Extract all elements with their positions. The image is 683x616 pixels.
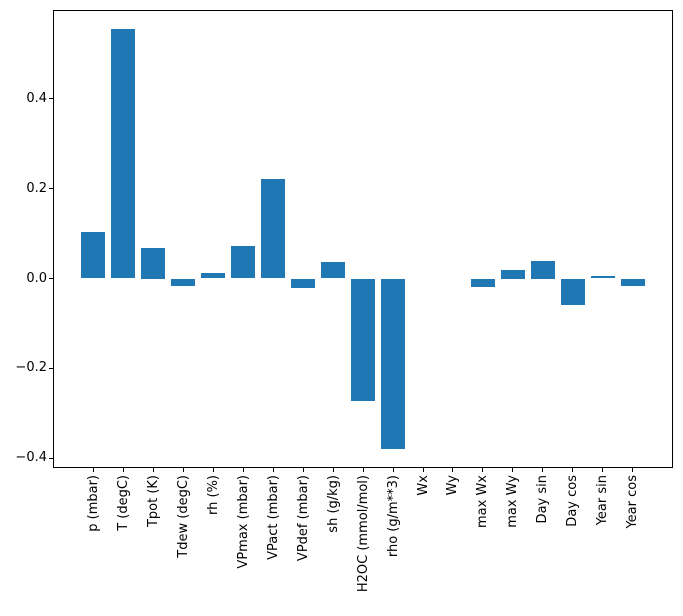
x-tick-mark <box>302 468 304 472</box>
bar-tdew-degc <box>171 278 196 286</box>
bar-day-sin <box>530 261 555 279</box>
x-tick-label-day-cos: Day cos <box>565 475 581 527</box>
x-tick-label-rho-g-m-3: rho (g/m**3) <box>385 475 401 558</box>
x-tick-label-max-wy: max Wy <box>505 475 521 528</box>
x-tick-label-t-degc: T (degC) <box>115 475 131 531</box>
bar-tpot-k <box>141 248 166 279</box>
bar-year-cos <box>620 278 645 287</box>
x-tick-mark <box>572 468 574 472</box>
y-tick-mark <box>49 188 53 190</box>
x-tick-mark <box>212 468 214 472</box>
x-tick-label-vpdef-mbar: VPdef (mbar) <box>295 475 311 562</box>
bar-day-cos <box>560 278 585 306</box>
x-tick-mark <box>122 468 124 472</box>
bar-vpdef-mbar <box>291 278 315 289</box>
bar-rh <box>201 272 226 279</box>
bar-p-mbar <box>81 232 106 279</box>
x-tick-label-vpmax-mbar: VPmax (mbar) <box>235 475 251 569</box>
y-tick-label: −0.4 <box>15 450 47 466</box>
y-tick-mark <box>49 278 53 279</box>
x-tick-mark <box>362 468 364 472</box>
y-tick-label: 0.0 <box>26 270 47 286</box>
bar-sh-g-kg <box>321 262 345 279</box>
x-tick-mark <box>332 468 334 472</box>
x-tick-label-year-cos: Year cos <box>625 475 641 529</box>
y-tick-label: 0.4 <box>26 90 47 106</box>
bar-t-degc <box>111 29 136 279</box>
bar-max-wx <box>470 278 495 287</box>
x-tick-mark <box>152 468 154 472</box>
x-tick-mark <box>542 468 544 472</box>
x-tick-mark <box>182 468 184 472</box>
x-tick-mark <box>602 468 604 472</box>
y-tick-mark <box>49 98 53 100</box>
bar-vpact-mbar <box>261 178 286 279</box>
x-tick-label-tpot-k: Tpot (K) <box>145 475 161 528</box>
x-tick-label-max-wx: max Wx <box>475 475 491 529</box>
x-tick-label-wx: Wx <box>415 475 431 496</box>
x-tick-mark <box>632 468 634 472</box>
y-tick-mark <box>49 367 53 369</box>
x-tick-mark <box>482 468 484 472</box>
x-tick-label-wy: Wy <box>445 475 461 496</box>
x-tick-mark <box>512 468 514 472</box>
x-tick-label-rh: rh (%) <box>205 475 221 515</box>
x-tick-mark <box>242 468 244 472</box>
y-tick-mark <box>49 457 53 459</box>
plot-area <box>53 10 673 468</box>
x-tick-mark <box>272 468 274 472</box>
y-tick-label: 0.2 <box>26 180 47 196</box>
x-tick-mark <box>422 468 424 472</box>
x-tick-label-year-sin: Year sin <box>595 475 611 526</box>
x-tick-label-tdew-degc: Tdew (degC) <box>175 475 191 558</box>
x-tick-label-sh-g-kg: sh (g/kg) <box>325 475 341 533</box>
x-tick-mark <box>392 468 394 472</box>
bar-year-sin <box>590 276 615 279</box>
bar-vpmax-mbar <box>231 245 256 279</box>
x-tick-label-p-mbar: p (mbar) <box>85 475 101 532</box>
x-tick-mark <box>452 468 454 472</box>
bar-rho-g-m-3 <box>381 278 405 449</box>
x-tick-mark <box>92 468 94 472</box>
x-tick-label-vpact-mbar: VPact (mbar) <box>265 475 281 560</box>
x-tick-label-day-sin: Day sin <box>535 475 551 524</box>
bar-max-wy <box>500 269 525 279</box>
bar-h2oc-mmol-mol <box>351 278 375 402</box>
y-tick-label: −0.2 <box>15 360 47 376</box>
x-tick-label-h2oc-mmol-mol: H2OC (mmol/mol) <box>355 475 371 593</box>
